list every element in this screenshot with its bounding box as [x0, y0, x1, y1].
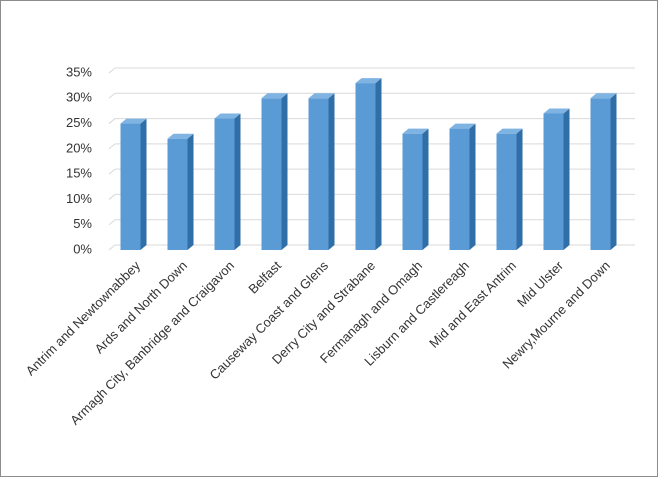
bar: [355, 83, 376, 250]
grid-line-depth: [108, 194, 116, 200]
y-tick-label: 25%: [66, 115, 92, 130]
bar-top: [590, 93, 617, 99]
grid-line-depth: [108, 92, 116, 99]
bar: [543, 113, 564, 250]
grid-line-depth: [108, 67, 116, 74]
bar-top: [308, 93, 335, 99]
bar-top: [120, 118, 147, 124]
bar-top: [449, 123, 476, 129]
bar-side: [469, 123, 476, 250]
y-tick-label: 5%: [73, 216, 92, 231]
bar-top: [496, 128, 523, 134]
bar-top: [402, 128, 429, 134]
y-tick-label: 0%: [73, 241, 92, 256]
bar: [590, 98, 611, 251]
bar-top: [543, 108, 570, 114]
bar: [449, 128, 470, 250]
bar: [120, 123, 141, 250]
y-tick-label: 15%: [66, 166, 92, 181]
bar-side: [516, 128, 523, 250]
bar-side: [281, 93, 288, 251]
bar-side: [610, 93, 617, 251]
y-tick-label: 30%: [66, 90, 92, 105]
bar-side: [422, 128, 429, 250]
bar-top: [214, 113, 241, 119]
grid-line-depth: [108, 244, 116, 251]
grid-line-depth: [108, 219, 116, 226]
bar-side: [563, 108, 570, 250]
bar: [308, 98, 329, 251]
y-tick-label: 35%: [66, 64, 92, 79]
bar-side: [140, 118, 147, 250]
bar: [214, 118, 235, 250]
bar-side: [375, 78, 382, 250]
bar-side: [187, 133, 194, 250]
y-tick-label: 20%: [66, 140, 92, 155]
bar-side: [328, 93, 335, 251]
bar-top: [261, 93, 288, 99]
grid-line-depth: [108, 143, 116, 150]
bar-top: [355, 78, 382, 84]
bar: [402, 133, 423, 250]
bar: [496, 133, 517, 250]
y-tick-label: 10%: [66, 191, 92, 206]
bar-side: [234, 113, 241, 250]
grid-line-depth: [108, 168, 116, 175]
grid-line-depth: [108, 118, 116, 124]
bar: [167, 138, 188, 250]
bar-top: [167, 133, 194, 139]
bar: [261, 98, 282, 251]
